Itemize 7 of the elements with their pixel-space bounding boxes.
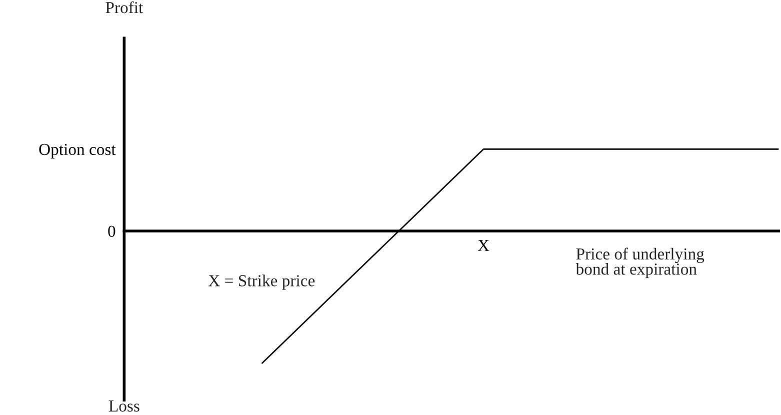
annotation: X (478, 240, 490, 251)
text: Profit (106, 1, 144, 14)
text: Loss (108, 400, 140, 412)
annotation: X = Strike price (208, 274, 315, 290)
x-axis-title: Price of underlying bond at expiration (576, 248, 704, 278)
text: 0 (108, 226, 116, 237)
text: Option cost (39, 144, 116, 158)
